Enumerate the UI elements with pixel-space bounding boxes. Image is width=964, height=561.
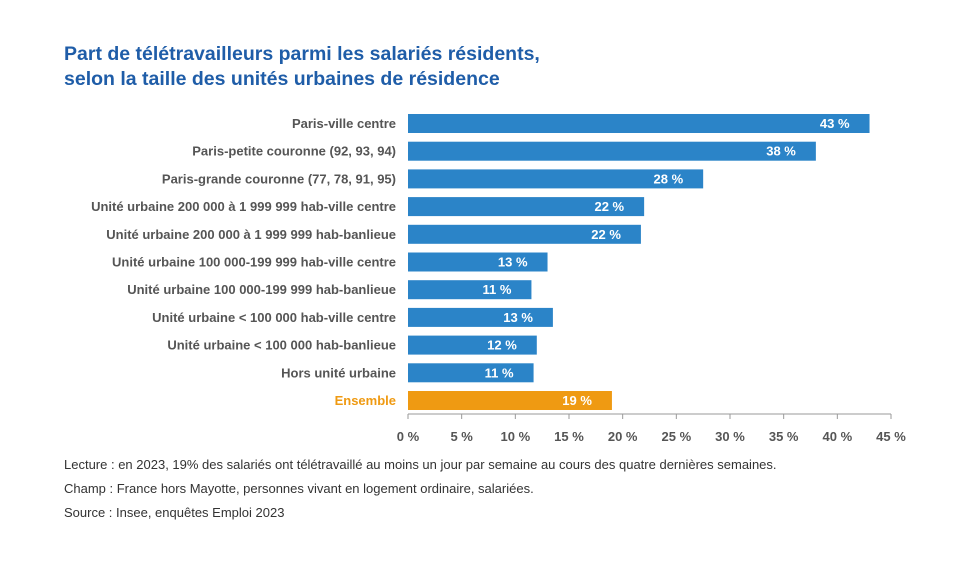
category-label: Hors unité urbaine: [281, 365, 396, 380]
bar: [408, 252, 548, 272]
x-tick-label: 40 %: [823, 429, 853, 444]
bar: [408, 224, 641, 244]
x-tick-label: 0 %: [397, 429, 420, 444]
chart-notes: Lecture : en 2023, 19% des salariés ont …: [64, 456, 944, 528]
x-tick-label: 35 %: [769, 429, 799, 444]
data-label: 13 %: [498, 255, 528, 270]
x-tick-label: 10 %: [501, 429, 531, 444]
data-label: 11 %: [483, 282, 512, 297]
bar: [408, 141, 816, 161]
chart-title-line-1: Part de télétravailleurs parmi les salar…: [64, 43, 540, 65]
data-label: 28 %: [654, 171, 684, 186]
note-champ: Champ : France hors Mayotte, personnes v…: [64, 481, 534, 496]
bar: [408, 391, 612, 410]
bar: [408, 114, 870, 133]
x-tick-label: 45 %: [876, 429, 906, 444]
category-label: Unité urbaine 100 000-199 999 hab-banlie…: [127, 282, 396, 297]
category-label: Unité urbaine 200 000 à 1 999 999 hab-ba…: [106, 227, 396, 242]
x-tick-label: 15 %: [554, 429, 584, 444]
category-label: Paris-ville centre: [292, 116, 396, 131]
data-label: 12 %: [487, 338, 517, 353]
data-label: 22 %: [591, 227, 621, 242]
note-lecture: Lecture : en 2023, 19% des salariés ont …: [64, 457, 777, 472]
bar: [408, 335, 537, 355]
data-label: 19 %: [562, 393, 592, 408]
data-label: 13 %: [503, 310, 533, 325]
category-label: Unité urbaine < 100 000 hab-banlieue: [167, 338, 396, 353]
bar: [408, 363, 534, 383]
data-label: 22 %: [594, 199, 624, 214]
bar: [408, 280, 532, 300]
data-label: 43 %: [820, 116, 850, 131]
data-label: 38 %: [766, 144, 796, 159]
category-label: Unité urbaine 100 000-199 999 hab-ville …: [112, 255, 396, 270]
bar: [408, 307, 553, 327]
category-label: Paris-petite couronne (92, 93, 94): [192, 144, 396, 159]
category-label: Unité urbaine 200 000 à 1 999 999 hab-vi…: [91, 199, 396, 214]
category-label: Ensemble: [335, 393, 396, 408]
category-label: Paris-grande couronne (77, 78, 91, 95): [162, 171, 396, 186]
note-source: Source : Insee, enquêtes Emploi 2023: [64, 505, 285, 520]
bar: [408, 169, 704, 189]
x-tick-label: 20 %: [608, 429, 638, 444]
x-tick-label: 5 %: [450, 429, 473, 444]
chart-title-line-2: selon la taille des unités urbaines de r…: [64, 68, 500, 90]
bar: [408, 197, 645, 217]
data-label: 11 %: [485, 365, 514, 380]
x-tick-label: 30 %: [715, 429, 745, 444]
x-tick-label: 25 %: [662, 429, 692, 444]
chart-title: Part de télétravailleurs parmi les salar…: [64, 42, 924, 92]
category-label: Unité urbaine < 100 000 hab-ville centre: [152, 310, 396, 325]
